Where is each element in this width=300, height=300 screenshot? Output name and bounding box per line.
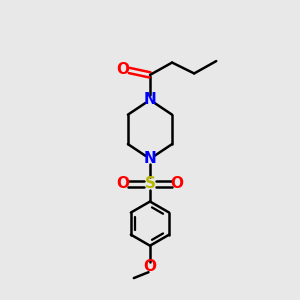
Text: S: S: [145, 176, 155, 191]
Text: O: O: [143, 259, 157, 274]
Text: O: O: [116, 61, 129, 76]
Text: O: O: [116, 176, 129, 191]
Text: O: O: [171, 176, 184, 191]
Text: N: N: [144, 92, 156, 107]
Text: N: N: [144, 151, 156, 166]
